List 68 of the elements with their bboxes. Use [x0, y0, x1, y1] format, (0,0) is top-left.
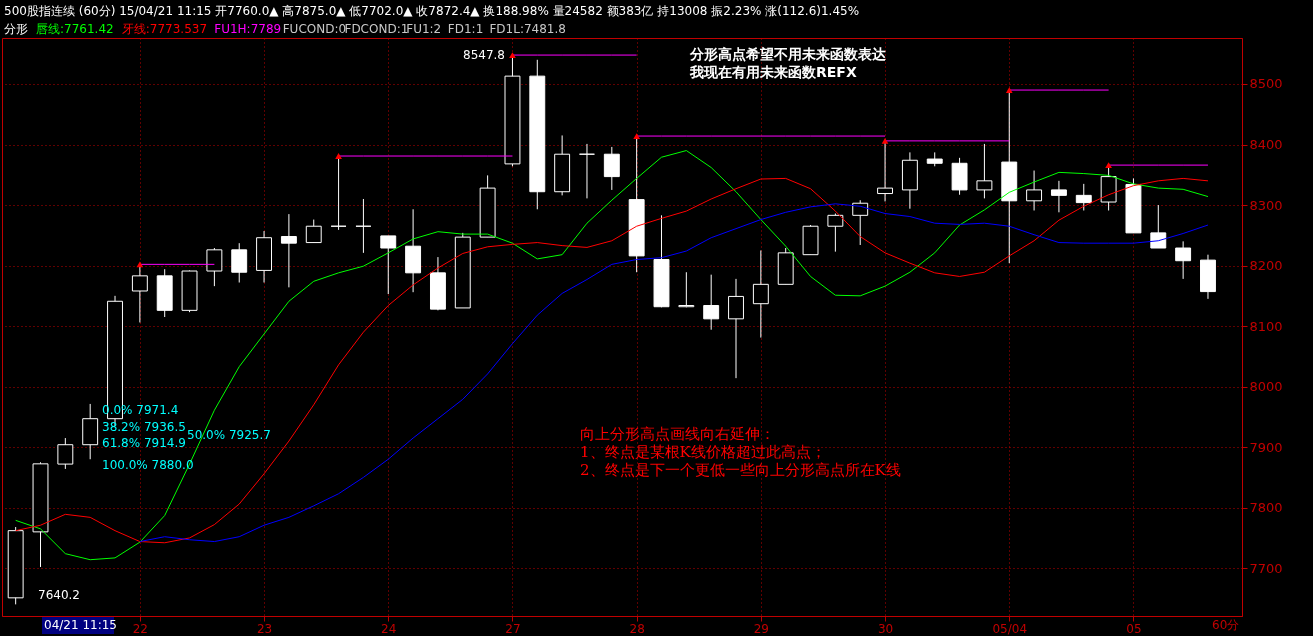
- point: [1005, 87, 1013, 93]
- annotation: 8547.8: [463, 48, 505, 63]
- x-tick-label: 05: [1126, 621, 1142, 636]
- text: 唇线:7761.42: [36, 22, 114, 36]
- candlestick: [231, 242, 248, 284]
- annotation: 我现在有用未来函数REFX: [689, 64, 857, 80]
- text: FUCOND:0: [282, 22, 347, 36]
- y-tick-label: 8100: [1249, 318, 1283, 334]
- point: [335, 153, 342, 159]
- text: FDCOND:1: [344, 22, 409, 36]
- candlestick: [1026, 170, 1043, 211]
- chart-subtitle: 分形: [4, 22, 28, 36]
- candlestick: [728, 278, 744, 379]
- candlestick: [678, 271, 695, 308]
- x-tick-label: 29: [753, 621, 769, 636]
- candlestick: [752, 249, 769, 339]
- x-tick-label: 24: [381, 621, 397, 636]
- annotation: 61.8% 7914.9: [102, 436, 186, 450]
- annotation: 7640.2: [38, 588, 80, 602]
- y-tick-label: 8300: [1249, 197, 1283, 213]
- text: 牙线:7773.537: [121, 22, 208, 36]
- point: [881, 137, 889, 144]
- x-tick-label: 05/04: [992, 621, 1028, 636]
- annotation: 向上分形高点画线向右延伸：: [580, 425, 775, 443]
- annotation: 1、终点是某根K线价格超过此高点；: [580, 443, 826, 461]
- point: [509, 52, 516, 58]
- candlestick: [827, 213, 844, 253]
- chart-title: 500股指连续 (60分) 15/04/21 11:15 开7760.0▲ 高7875.0▲ 低7702.0▲ 收7872.4▲ 换188.98% 量24582 额383亿 持13008 振2.23% 涨(112.6)1.45%: [4, 4, 860, 18]
- candlestick: [877, 140, 893, 202]
- candlestick: [280, 213, 297, 288]
- text: FD1L:7481.8: [489, 22, 566, 36]
- candlestick: [305, 219, 322, 244]
- candlestick: [330, 155, 347, 231]
- candlestick: [703, 274, 720, 331]
- candlestick: [1050, 180, 1067, 213]
- text: 60分: [1212, 618, 1240, 632]
- annotation: 2、终点是下一个更低一些向上分形高点所在K线: [580, 461, 901, 479]
- candlestick: [603, 146, 620, 191]
- point: [1105, 162, 1112, 168]
- x-tick-label: 23: [256, 621, 273, 636]
- x-tick-label: 30: [877, 621, 894, 636]
- point: [633, 133, 641, 139]
- x-tick-label: 28: [629, 621, 645, 636]
- candlestick: [579, 143, 595, 199]
- text: FU1H:7789: [214, 22, 282, 36]
- candlestick: [57, 437, 74, 470]
- y-tick-label: 8000: [1249, 379, 1283, 395]
- candlestick: [976, 143, 993, 199]
- candlestick: [1150, 204, 1167, 249]
- candlestick: [1175, 240, 1192, 280]
- y-tick-label: 7900: [1249, 439, 1283, 455]
- candlestick: [380, 235, 397, 295]
- candlestick: [355, 198, 372, 254]
- annotation: 分形高点希望不用未来函数表达: [689, 46, 887, 62]
- y-tick-label: 7700: [1249, 560, 1283, 576]
- candlestick: [206, 247, 223, 287]
- text: 04/21 11:15: [44, 618, 117, 632]
- candlestick: [1075, 183, 1092, 211]
- x-tick-label: 22: [132, 621, 148, 636]
- y-tick-label: 8400: [1249, 137, 1283, 153]
- annotation: 38.2% 7936.5: [102, 420, 186, 434]
- y-tick-label: 8500: [1249, 76, 1283, 92]
- y-tick-label: 7800: [1249, 500, 1283, 516]
- text: FU1:2: [406, 22, 442, 36]
- x-tick-label: 27: [505, 621, 521, 636]
- y-tick-label: 8200: [1249, 258, 1283, 274]
- text: FD1:1: [447, 22, 484, 36]
- candlestick: [852, 199, 869, 246]
